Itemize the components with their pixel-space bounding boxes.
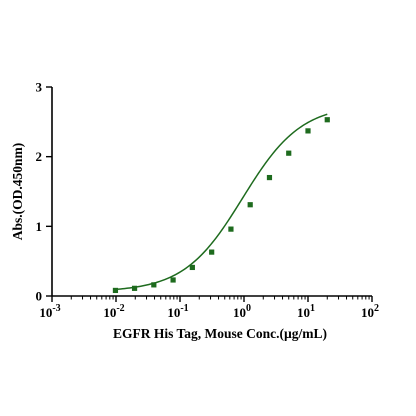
axes (51, 87, 372, 297)
x-tick-exponent: 1 (310, 303, 315, 314)
x-tick-label: 10-1 (167, 303, 188, 320)
data-point (228, 226, 234, 232)
x-tick-base: 10 (103, 305, 116, 320)
y-tick-label: 3 (36, 80, 43, 95)
x-tick-label: 10-3 (39, 303, 60, 320)
x-tick-exponent: -3 (52, 303, 60, 314)
y-tick-label: 2 (36, 149, 43, 164)
x-tick-base: 10 (361, 305, 374, 320)
fit-curve (115, 113, 328, 291)
data-point (209, 249, 215, 255)
data-point (131, 285, 138, 291)
x-tick-base: 10 (167, 305, 180, 320)
x-tick-label: 101 (297, 303, 315, 320)
data-point (324, 117, 330, 123)
data-point (170, 277, 176, 283)
x-axis-title: EGFR His Tag, Mouse Conc.(µg/mL) (113, 326, 327, 341)
data-point (266, 174, 273, 181)
x-tick-label: 100 (233, 303, 251, 320)
x-tick-base: 10 (233, 305, 246, 320)
y-tick-label: 0 (36, 289, 43, 304)
y-ticks: 0 1 2 3 (36, 80, 52, 304)
data-point (151, 282, 157, 288)
x-tick-base: 10 (39, 305, 52, 320)
x-tick-label: 10-2 (103, 303, 124, 320)
x-tick-exponent: 0 (246, 303, 251, 314)
data-point (247, 202, 253, 208)
data-point (112, 287, 119, 294)
data-point (305, 128, 311, 134)
x-tick-exponent: 2 (374, 303, 379, 314)
x-ticks: 10-3 10-2 10-1 100 101 102 (39, 296, 379, 320)
y-tick-label: 1 (36, 219, 43, 234)
data-point (189, 264, 195, 271)
data-point (286, 150, 292, 156)
x-tick-label: 102 (361, 303, 379, 320)
plot-area (112, 113, 330, 294)
x-tick-base: 10 (297, 305, 310, 320)
x-tick-exponent: -1 (180, 303, 188, 314)
x-tick-exponent: -2 (116, 303, 124, 314)
y-axis-title: Abs.(OD.450nm) (10, 143, 25, 241)
